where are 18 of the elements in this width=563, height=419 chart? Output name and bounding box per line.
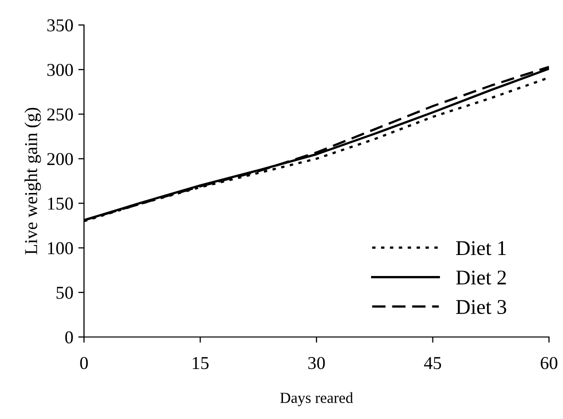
legend-label: Diet 3 [456,300,506,314]
legend-label: Diet 2 [456,270,506,285]
legend-label: Diet 1 [456,241,506,256]
y-tick-label: 150 [48,198,73,210]
x-tick-label: 15 [192,357,209,370]
y-axis-title: Live weight gain (g) [24,108,41,254]
x-axis-title: Days reared [280,392,353,406]
y-tick-label: 300 [47,64,73,76]
y-tick-label: 250 [47,108,73,121]
y-tick-label: 100 [48,242,73,254]
y-tick-label: 50 [56,286,73,299]
x-tick-label: 60 [540,356,558,370]
x-tick-label: 30 [308,356,325,370]
y-tick-label: 350 [47,19,73,32]
x-tick-label: 45 [424,357,442,370]
y-tick-label: 0 [65,331,73,344]
y-tick-label: 200 [47,152,73,166]
x-tick-label: 0 [80,356,88,370]
